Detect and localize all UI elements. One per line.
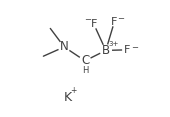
Text: N: N xyxy=(60,40,69,53)
Text: B: B xyxy=(102,44,110,57)
Text: C: C xyxy=(81,54,89,67)
Circle shape xyxy=(59,41,70,53)
Text: H: H xyxy=(82,66,89,75)
Circle shape xyxy=(110,17,119,26)
Text: 3+: 3+ xyxy=(109,41,119,47)
Text: −: − xyxy=(84,15,91,24)
Circle shape xyxy=(79,55,91,66)
Circle shape xyxy=(89,19,98,28)
Text: K: K xyxy=(64,91,72,104)
Circle shape xyxy=(123,45,132,54)
Text: −: − xyxy=(131,43,138,52)
Text: F: F xyxy=(90,19,97,29)
Circle shape xyxy=(100,45,111,56)
Text: +: + xyxy=(70,86,76,95)
Text: F: F xyxy=(111,16,118,27)
Text: −: − xyxy=(117,14,124,23)
Circle shape xyxy=(62,92,73,103)
Text: F: F xyxy=(124,45,130,55)
